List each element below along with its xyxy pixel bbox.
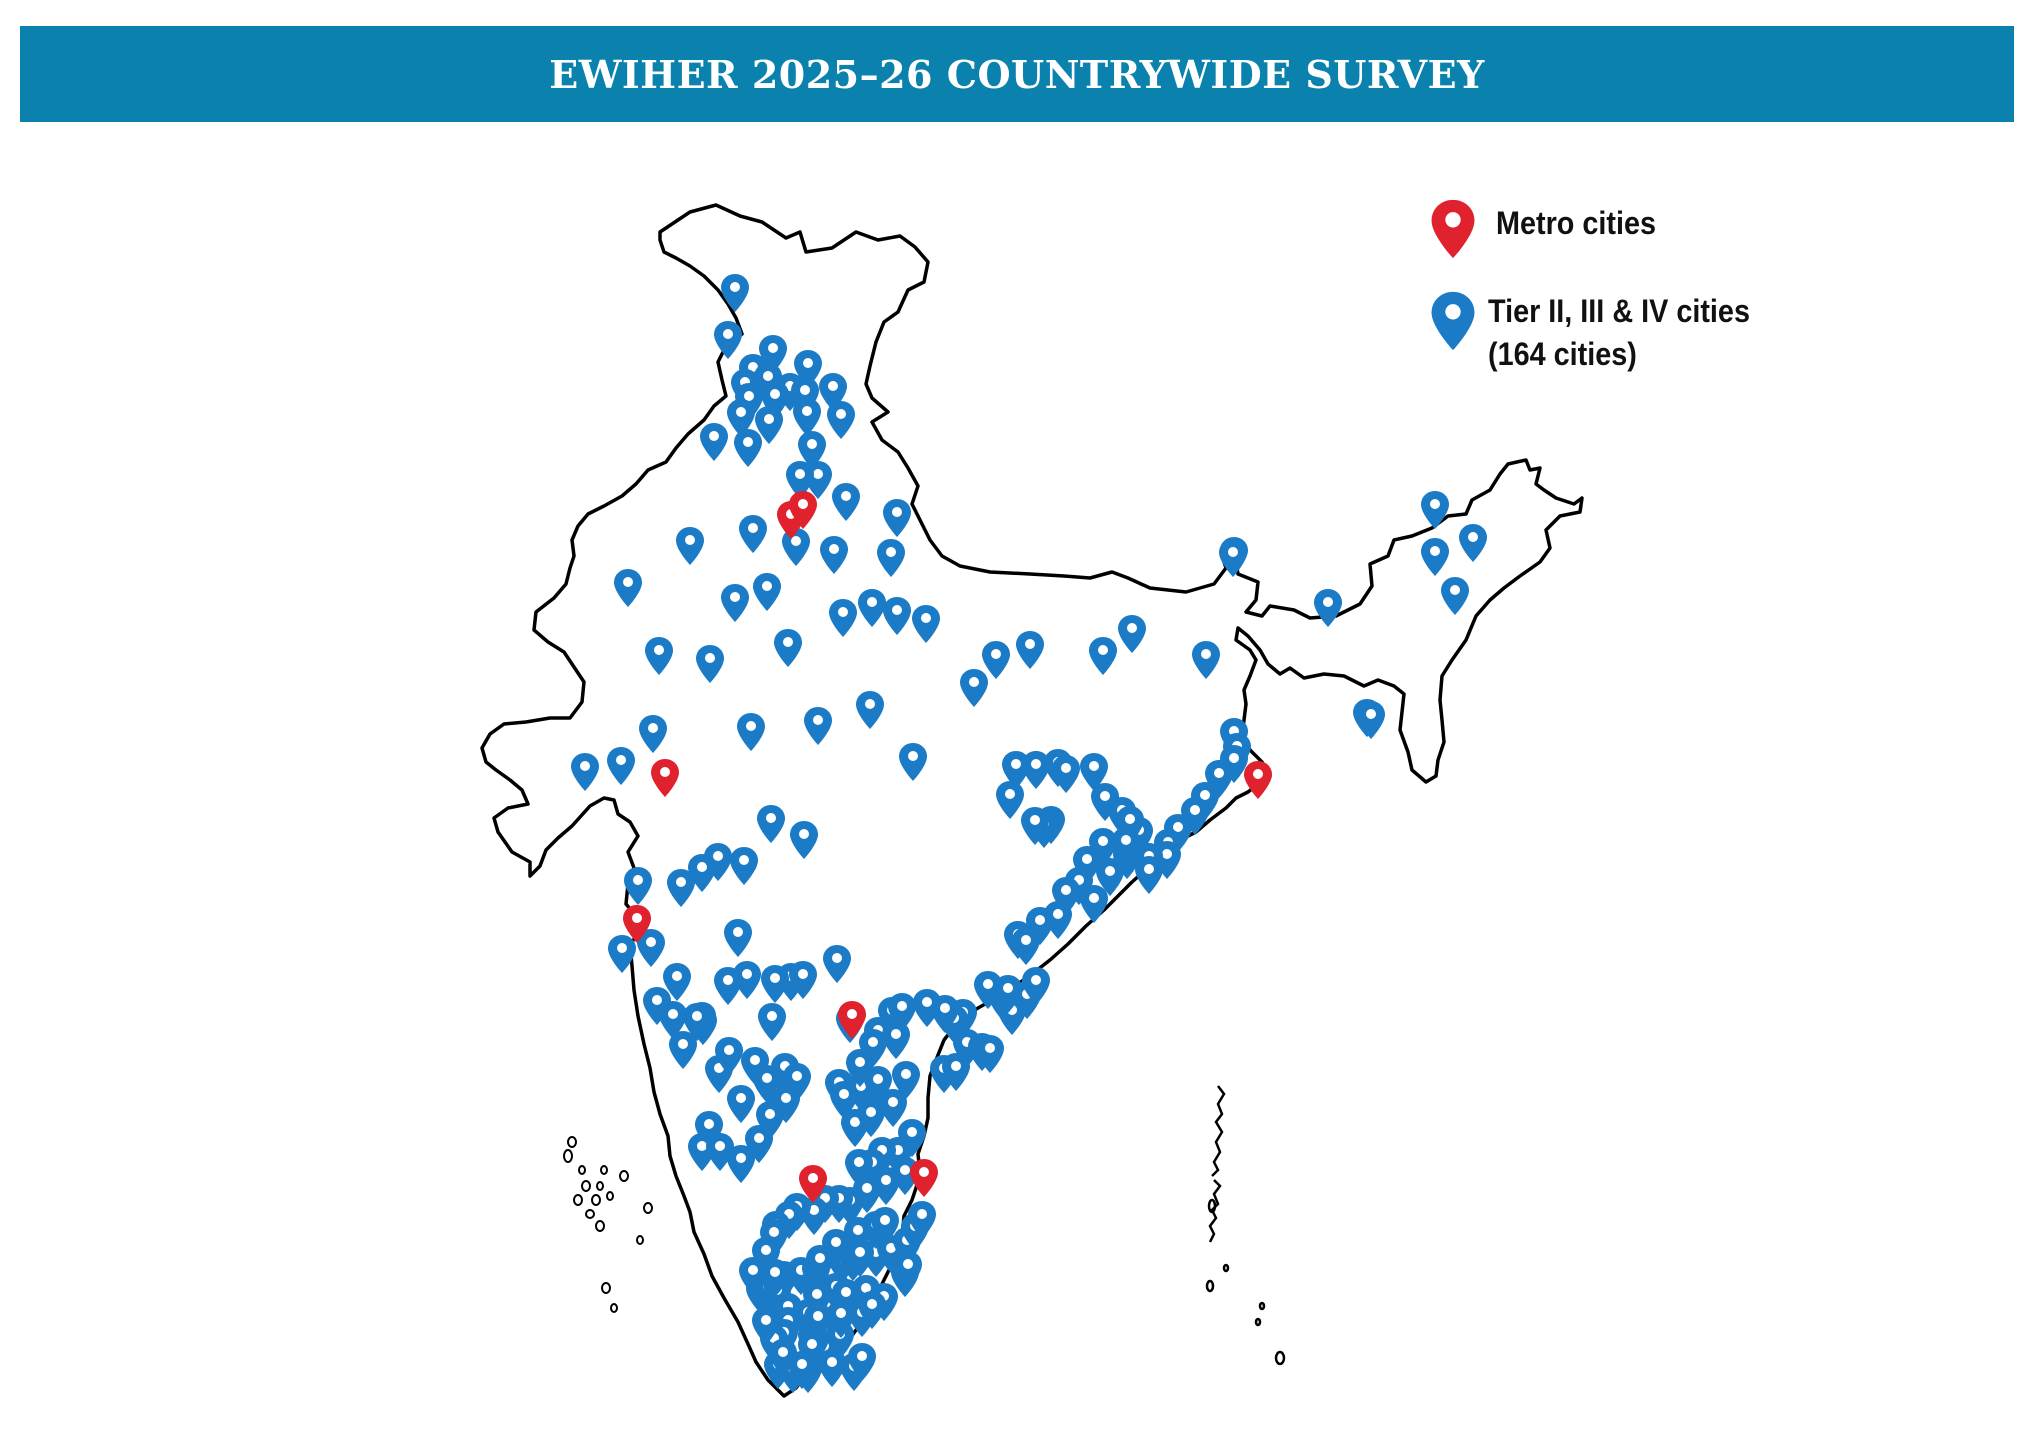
tier-city-marker: [829, 599, 857, 637]
tier-city-marker: [832, 483, 860, 521]
title-banner: EWIHER 2025–26 COUNTRYWIDE SURVEY: [20, 26, 2014, 122]
tier-city-marker: [1357, 701, 1385, 739]
tier-city-marker: [724, 919, 752, 957]
tier-city-marker: [676, 527, 704, 565]
tier-city-marker: [734, 429, 762, 467]
tier-city-markers: [571, 274, 1487, 1393]
legend-tier-count: (164 cities): [1488, 336, 1637, 372]
tier-city-marker: [753, 573, 781, 611]
map-pin-icon: [1431, 199, 1475, 259]
tier-city-marker: [700, 423, 728, 461]
tier-city-marker: [774, 629, 802, 667]
page-title: EWIHER 2025–26 COUNTRYWIDE SURVEY: [549, 51, 1485, 97]
tier-city-marker: [823, 945, 851, 983]
tier-city-marker: [721, 584, 749, 622]
tier-city-marker: [1314, 589, 1342, 627]
tier-city-marker: [1459, 524, 1487, 562]
tier-city-marker: [1421, 538, 1449, 576]
tier-city-marker: [761, 965, 789, 1003]
tier-city-marker: [856, 691, 884, 729]
tier-city-marker: [1089, 637, 1117, 675]
tier-city-marker: [667, 869, 695, 907]
tier-city-marker: [733, 961, 761, 999]
tier-city-marker: [804, 707, 832, 745]
tier-city-marker: [820, 536, 848, 574]
tier-city-marker: [883, 499, 911, 537]
map-pin-icon: [1431, 291, 1475, 351]
tier-city-marker: [912, 605, 940, 643]
tier-city-marker: [571, 753, 599, 791]
tier-city-marker: [714, 321, 742, 359]
tier-city-marker: [858, 589, 886, 627]
lakshadweep-islands: [563, 1136, 653, 1313]
tier-city-marker: [1012, 927, 1040, 965]
tier-city-marker: [1135, 856, 1163, 894]
tier-city-marker: [757, 805, 785, 843]
tier-city-marker: [899, 743, 927, 781]
tier-city-marker: [721, 274, 749, 312]
tier-city-marker: [645, 637, 673, 675]
tier-city-marker: [758, 1003, 786, 1041]
tier-city-marker: [827, 401, 855, 439]
tier-city-marker: [607, 747, 635, 785]
tier-city-marker: [879, 1089, 907, 1127]
tier-city-marker: [1441, 577, 1469, 615]
tier-city-marker: [1118, 615, 1146, 653]
tier-city-marker: [739, 515, 767, 553]
tier-city-marker: [1016, 631, 1044, 669]
tier-city-marker: [996, 781, 1024, 819]
tier-city-marker: [793, 398, 821, 436]
tier-city-marker: [614, 569, 642, 607]
legend-item-tier: Tier II, III & IV cities (164 cities): [1430, 290, 1779, 376]
tier-city-marker: [960, 669, 988, 707]
tier-city-marker: [790, 821, 818, 859]
tier-city-marker: [639, 715, 667, 753]
tier-city-marker: [883, 597, 911, 635]
tier-city-marker: [1192, 641, 1220, 679]
legend-item-metro: Metro cities: [1430, 198, 1674, 260]
tier-city-marker: [737, 713, 765, 751]
legend-tier-label: Tier II, III & IV cities: [1488, 293, 1750, 329]
andaman-nicobar-islands: [1205, 1085, 1286, 1366]
india-mainland-outline: [480, 203, 1584, 1398]
tier-city-marker: [696, 645, 724, 683]
metro-city-marker: [651, 759, 679, 797]
tier-city-marker: [730, 847, 758, 885]
tier-city-marker: [782, 528, 810, 566]
tier-city-marker: [1052, 755, 1080, 793]
tier-city-marker: [669, 1031, 697, 1069]
legend-metro-label: Metro cities: [1496, 205, 1657, 241]
tier-city-marker: [727, 1085, 755, 1123]
metro-city-marker: [838, 1001, 866, 1039]
tier-city-marker: [877, 539, 905, 577]
tier-city-marker: [882, 1021, 910, 1059]
tier-city-marker: [1421, 491, 1449, 529]
tier-city-marker: [982, 641, 1010, 679]
map-legend: Metro cities Tier II, III & IV cities (1…: [1430, 198, 1850, 398]
